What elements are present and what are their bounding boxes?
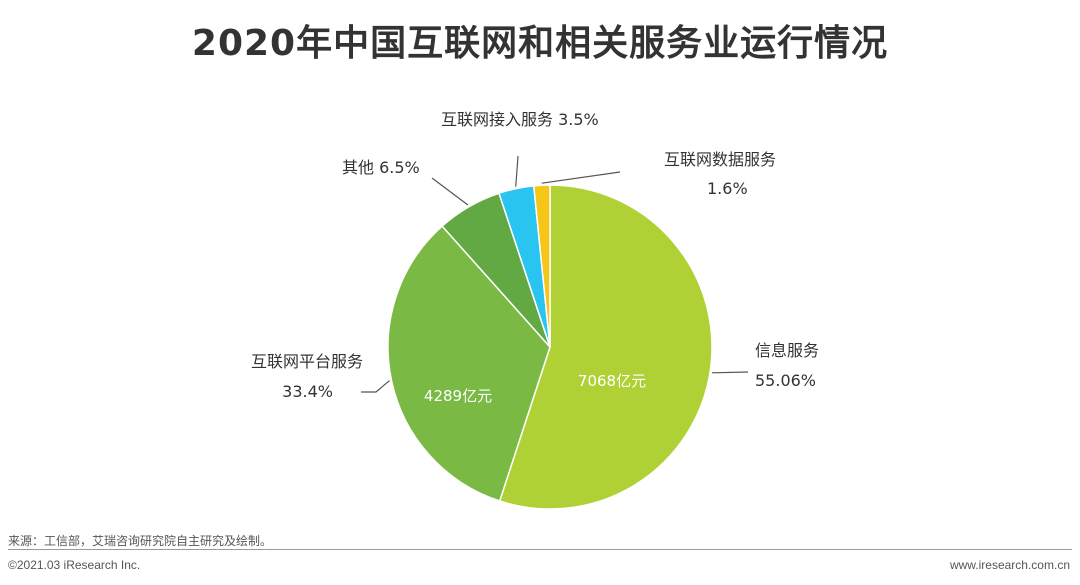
footer-divider [8, 549, 1072, 550]
leader-other [431, 177, 469, 206]
copyright-text: ©2021.03 iResearch Inc. [8, 558, 141, 572]
label-info-percent: 55.06% [755, 371, 816, 390]
leader-info [711, 371, 749, 374]
slice-value-info: 7068亿元 [578, 372, 646, 390]
label-other: 其他 6.5% [342, 158, 420, 177]
label-access: 互联网接入服务 3.5% [441, 110, 599, 129]
label-data-name: 互联网数据服务 [664, 150, 776, 169]
label-data-percent: 1.6% [707, 179, 748, 198]
slice-platform [387, 225, 551, 502]
chart-title: 2020年中国互联网和相关服务业运行情况 [191, 23, 889, 64]
label-platform-percent: 33.4% [282, 382, 333, 401]
leader-data [541, 171, 621, 184]
slice-value-platform: 4289亿元 [424, 387, 492, 405]
slice-info [498, 184, 713, 510]
leader-platform [361, 380, 390, 393]
website-link[interactable]: www.iresearch.com.cn [949, 558, 1070, 572]
label-platform-name: 互联网平台服务 [251, 352, 363, 371]
source-note: 来源：工信部，艾瑞咨询研究院自主研究及绘制。 [8, 534, 273, 548]
leader-access [515, 155, 519, 187]
slice-data [532, 184, 551, 348]
label-info-name: 信息服务 [755, 341, 819, 360]
